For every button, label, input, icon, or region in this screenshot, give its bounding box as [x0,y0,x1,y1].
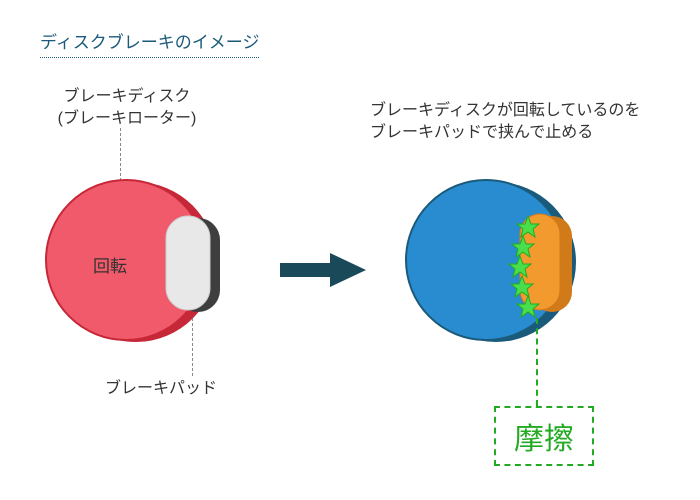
arrow-shape [280,253,366,287]
arrow-icon [280,250,370,290]
disc-brake-right-svg [400,160,620,360]
label-brake-pad: ブレーキパッド [105,378,217,400]
label-rotation: 回転 [93,252,127,277]
disc-brake-left-svg [40,170,260,360]
page-title: ディスクブレーキのイメージ [40,28,259,58]
pad-front [166,216,210,310]
diagram-right [400,160,620,360]
label-brake-disc: ブレーキディスク(ブレーキローター) [42,86,212,131]
friction-box: 摩擦 [494,406,594,466]
leader-friction [536,318,538,406]
diagram-left [40,170,260,360]
friction-label: 摩擦 [514,423,574,456]
label-description: ブレーキディスクが回転しているのをブレーキパッドで挟んで止める [370,100,640,145]
leader-pad [192,318,193,376]
